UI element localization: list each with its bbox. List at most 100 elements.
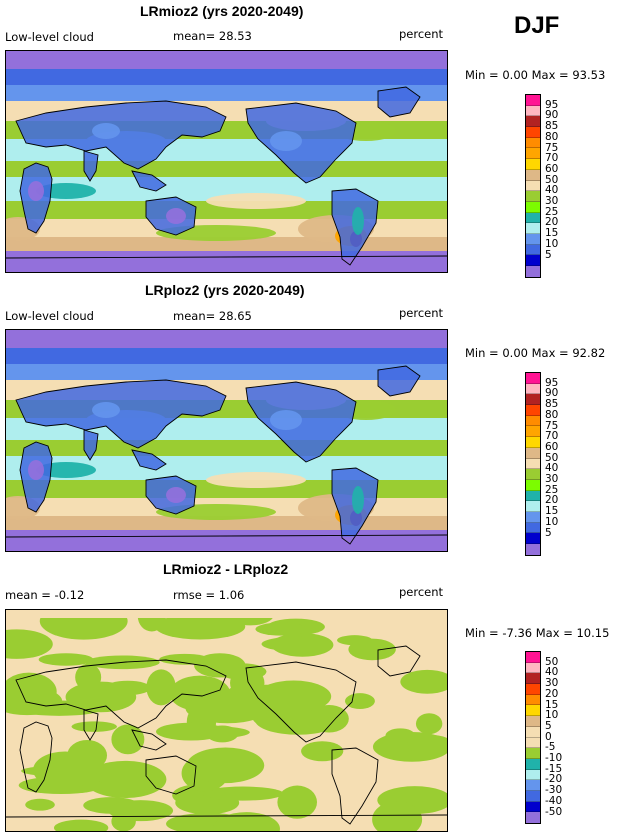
world-map-field — [6, 610, 447, 831]
colorbar-tick-label: 10 — [545, 709, 559, 722]
colorbar-swatch — [526, 726, 540, 738]
colorbar-swatch — [526, 544, 540, 555]
colorbar-tick-label: 30 — [545, 677, 559, 690]
panel-1-colorbar — [525, 94, 541, 278]
colorbar-swatch — [526, 748, 540, 759]
panel-2-colorbar — [525, 372, 541, 556]
colorbar-swatch — [526, 148, 540, 160]
world-map-field — [6, 330, 447, 551]
colorbar-tick-label: 5 — [545, 719, 552, 732]
panel-3-minmax: Min = -7.36 Max = 10.15 — [465, 626, 610, 640]
colorbar-swatch — [526, 373, 540, 384]
colorbar-tick-label: 20 — [545, 687, 559, 700]
colorbar-tick-label: 70 — [545, 152, 559, 165]
colorbar-tick-label: -40 — [545, 794, 563, 807]
colorbar-swatch — [526, 437, 540, 448]
panel-1-map — [5, 50, 448, 273]
panel-2-title: LRploz2 (yrs 2020-2049) — [145, 282, 305, 298]
panel-1-minmax: Min = 0.00 Max = 93.53 — [465, 68, 606, 82]
colorbar-swatch — [526, 201, 540, 213]
colorbar-tick-label: -20 — [545, 773, 563, 786]
colorbar-tick-label: 30 — [545, 195, 559, 207]
colorbar-tick-label: 0 — [545, 730, 552, 743]
panel-2-minmax: Min = 0.00 Max = 92.82 — [465, 346, 606, 360]
colorbar-swatch — [526, 233, 540, 245]
colorbar-swatch — [526, 812, 540, 823]
panel-3-mean: mean = -0.12 — [5, 588, 85, 602]
panel-3-map — [5, 609, 448, 832]
colorbar-tick-label: 75 — [545, 141, 559, 154]
panel-1-mean: mean= 28.53 — [173, 29, 252, 43]
colorbar-tick-label: 30 — [545, 473, 559, 485]
colorbar-tick-label: 95 — [545, 98, 559, 111]
colorbar-tick-label: -5 — [545, 741, 556, 754]
colorbar-swatch — [526, 469, 540, 480]
colorbar-tick-label: 95 — [545, 376, 559, 389]
colorbar-swatch — [526, 394, 540, 406]
colorbar-swatch — [526, 652, 540, 663]
colorbar-tick-label: 20 — [545, 216, 559, 229]
colorbar-swatch — [526, 169, 540, 181]
colorbar-swatch — [526, 790, 540, 802]
colorbar-tick-label: 85 — [545, 120, 559, 133]
colorbar-swatch — [526, 705, 540, 717]
colorbar-tick-label: 40 — [545, 666, 559, 679]
colorbar-swatch — [526, 511, 540, 523]
colorbar-tick-label: 15 — [545, 698, 559, 711]
colorbar-tick-label: -15 — [545, 762, 563, 775]
colorbar-swatch — [526, 501, 540, 512]
colorbar-swatch — [526, 105, 540, 117]
colorbar-swatch — [526, 737, 540, 749]
colorbar-tick-label: -10 — [545, 752, 563, 764]
colorbar-tick-label: -30 — [545, 784, 563, 797]
colorbar-swatch — [526, 522, 540, 534]
colorbar-swatch — [526, 95, 540, 106]
colorbar-tick-label: 40 — [545, 184, 559, 197]
colorbar-swatch — [526, 801, 540, 813]
colorbar-swatch — [526, 479, 540, 491]
panel-2-units: percent — [399, 306, 444, 320]
colorbar-tick-label: 70 — [545, 430, 559, 443]
colorbar-tick-label: 10 — [545, 237, 559, 250]
colorbar-tick-label: 5 — [545, 248, 552, 261]
colorbar-swatch — [526, 223, 540, 234]
panel-3-units: percent — [399, 585, 444, 599]
colorbar-tick-label: 90 — [545, 387, 559, 400]
colorbar-tick-label: 80 — [545, 130, 559, 143]
colorbar-swatch — [526, 673, 540, 685]
panel-1-units: percent — [399, 27, 444, 41]
panel-1-title: LRmioz2 (yrs 2020-2049) — [140, 3, 304, 19]
colorbar-tick-label: 15 — [545, 227, 559, 240]
colorbar-swatch — [526, 684, 540, 695]
colorbar-tick-label: 20 — [545, 494, 559, 507]
panel-2-map — [5, 329, 448, 552]
panel-3-colorbar — [525, 651, 541, 824]
colorbar-swatch — [526, 662, 540, 674]
colorbar-tick-label: -50 — [545, 805, 563, 818]
colorbar-tick-label: 50 — [545, 451, 559, 464]
panel-2-variable: Low-level cloud — [5, 309, 94, 323]
colorbar-tick-label: 10 — [545, 515, 559, 528]
colorbar-swatch — [526, 426, 540, 438]
colorbar-swatch — [526, 415, 540, 427]
colorbar-tick-label: 50 — [545, 655, 559, 668]
colorbar-swatch — [526, 716, 540, 727]
panel-3-rmse: rmse = 1.06 — [173, 588, 245, 602]
colorbar-tick-label: 90 — [545, 109, 559, 122]
colorbar-swatch — [526, 447, 540, 459]
world-map-field — [6, 51, 447, 272]
colorbar-tick-label: 40 — [545, 462, 559, 475]
colorbar-swatch — [526, 180, 540, 192]
colorbar-swatch — [526, 212, 540, 224]
colorbar-tick-label: 15 — [545, 505, 559, 518]
season-label: DJF — [514, 12, 560, 39]
colorbar-swatch — [526, 191, 540, 202]
colorbar-swatch — [526, 159, 540, 170]
colorbar-tick-label: 50 — [545, 173, 559, 186]
colorbar-tick-label: 60 — [545, 440, 559, 453]
colorbar-swatch — [526, 405, 540, 416]
colorbar-swatch — [526, 255, 540, 266]
colorbar-swatch — [526, 137, 540, 149]
panel-3-title: LRmioz2 - LRploz2 — [163, 561, 289, 577]
panel-2-mean: mean= 28.65 — [173, 309, 252, 323]
